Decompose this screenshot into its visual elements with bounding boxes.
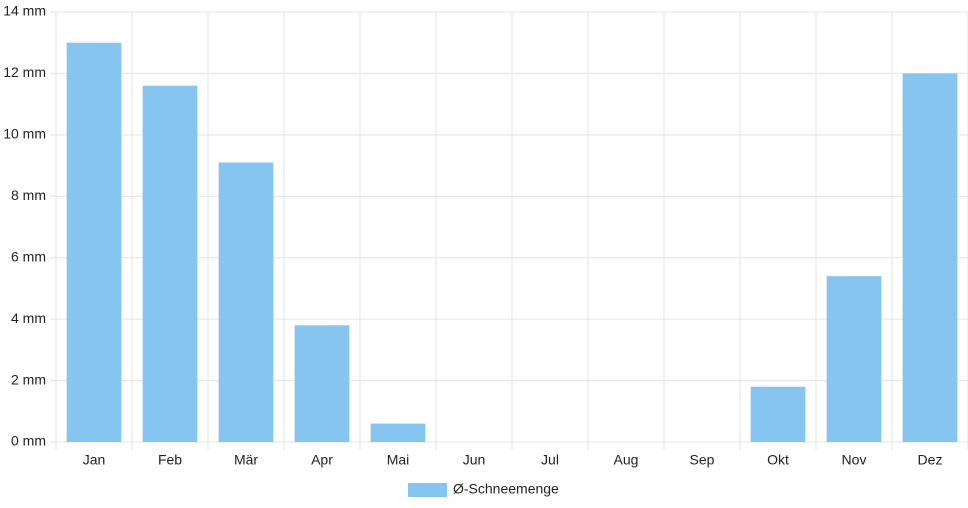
x-tick-label: Jun bbox=[463, 452, 486, 468]
x-tick-label: Nov bbox=[842, 452, 867, 468]
y-tick-label: 8 mm bbox=[11, 187, 46, 203]
bar bbox=[750, 386, 806, 442]
y-tick-label: 14 mm bbox=[3, 3, 46, 19]
y-tick-label: 12 mm bbox=[3, 64, 46, 80]
x-tick-label: Aug bbox=[614, 452, 639, 468]
bar bbox=[826, 276, 882, 442]
x-tick-label: Jan bbox=[83, 452, 106, 468]
bar bbox=[902, 73, 958, 442]
y-tick-label: 4 mm bbox=[11, 310, 46, 326]
bar bbox=[142, 85, 198, 442]
legend-label: Ø-Schneemenge bbox=[453, 481, 559, 497]
x-tick-label: Mär bbox=[234, 452, 258, 468]
y-tick-label: 0 mm bbox=[11, 433, 46, 449]
x-tick-label: Mai bbox=[387, 452, 410, 468]
x-tick-label: Okt bbox=[767, 452, 789, 468]
y-tick-label: 10 mm bbox=[3, 126, 46, 142]
x-tick-label: Apr bbox=[311, 452, 333, 468]
x-tick-label: Dez bbox=[918, 452, 943, 468]
legend-swatch bbox=[408, 483, 447, 497]
bar bbox=[294, 325, 350, 442]
bar bbox=[370, 423, 426, 442]
bar bbox=[66, 42, 122, 442]
x-tick-label: Feb bbox=[158, 452, 182, 468]
y-tick-label: 6 mm bbox=[11, 248, 46, 264]
x-tick-label: Sep bbox=[690, 452, 715, 468]
y-tick-label: 2 mm bbox=[11, 371, 46, 387]
bar bbox=[218, 162, 274, 442]
x-tick-label: Jul bbox=[541, 452, 559, 468]
